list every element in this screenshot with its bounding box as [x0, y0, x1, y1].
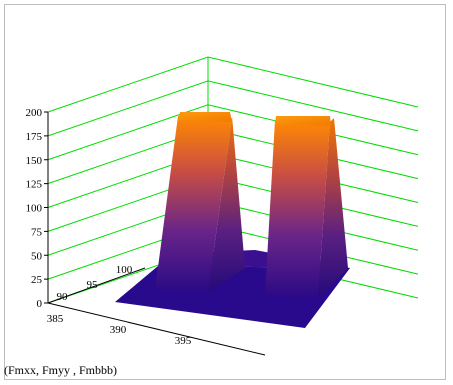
x-tick-label: 395: [175, 335, 192, 347]
grid-line: [47, 56, 419, 113]
surface: [115, 112, 350, 328]
right-peak-top: [275, 116, 331, 126]
axes: [44, 111, 266, 356]
left-peak-top: [178, 112, 232, 122]
z-tick-label: 25: [31, 274, 43, 286]
y-tick-label: 100: [116, 264, 133, 276]
right-peak-front: [265, 120, 330, 298]
x-tick-label: 385: [47, 313, 64, 325]
x-tick-label: 390: [110, 324, 127, 336]
grid-line: [47, 80, 419, 137]
x-axis-line: [47, 302, 266, 356]
right-peak-side: [318, 118, 348, 298]
plot-caption: (Fmxx, Fmyy , Fmbbb): [4, 363, 118, 377]
z-tick-label: 75: [31, 226, 43, 238]
y-tick-label: 95: [87, 279, 99, 291]
z-tick-label: 175: [26, 131, 43, 143]
y-axis-line: [47, 267, 146, 304]
tick-labels: 0 25 50 75 100 125 150 175 200 90 95 100 385 390 395: [26, 107, 192, 347]
left-peak-front: [155, 116, 232, 292]
z-tick-label: 0: [37, 298, 43, 310]
z-tick-label: 200: [26, 107, 43, 119]
left-peak-side: [208, 116, 245, 292]
z-tick-label: 50: [31, 250, 43, 262]
z-tick-label: 150: [26, 155, 43, 167]
z-tick-label: 125: [26, 179, 43, 191]
y-tick-label: 90: [57, 291, 69, 303]
z-tick-label: 100: [26, 203, 43, 215]
